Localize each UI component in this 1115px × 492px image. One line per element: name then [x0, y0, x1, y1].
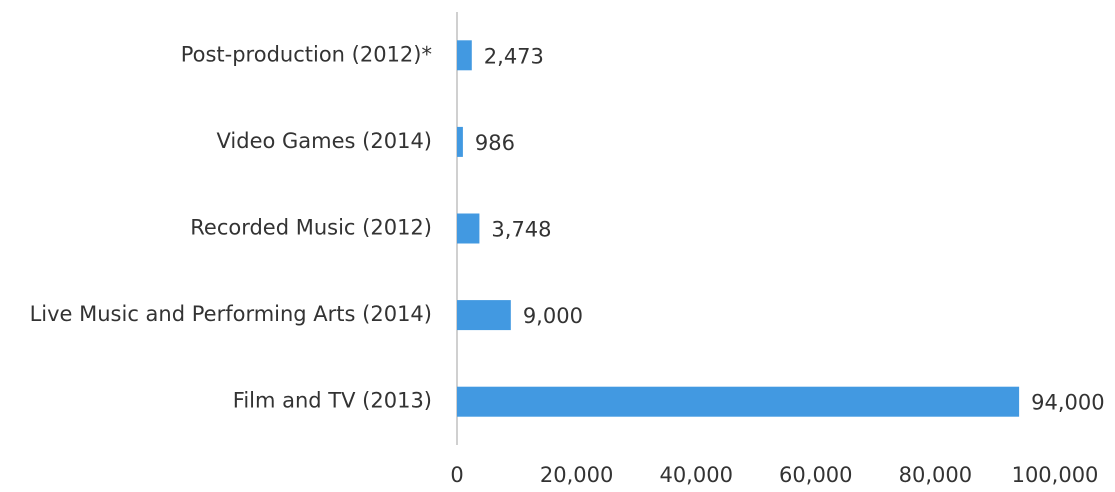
x-tick-label: 0 — [450, 463, 463, 487]
x-tick-label: 80,000 — [899, 463, 972, 487]
y-tick-label: Video Games (2014) — [217, 129, 432, 153]
x-tick-label: 20,000 — [540, 463, 613, 487]
x-tick-label: 60,000 — [779, 463, 852, 487]
x-tick-label: 100,000 — [1012, 463, 1099, 487]
value-label: 3,748 — [491, 218, 551, 242]
y-tick-label: Post-production (2012)* — [181, 42, 432, 66]
bar — [457, 386, 1020, 417]
bar — [457, 300, 511, 331]
y-tick-label: Live Music and Performing Arts (2014) — [30, 302, 432, 326]
y-tick-label: Film and TV (2013) — [233, 389, 432, 413]
y-tick-label: Recorded Music (2012) — [190, 216, 432, 240]
x-tick-label: 40,000 — [659, 463, 732, 487]
bar — [457, 126, 463, 157]
bar — [457, 213, 480, 244]
value-label: 2,473 — [484, 44, 544, 68]
value-label: 9,000 — [523, 304, 583, 328]
value-label: 94,000 — [1031, 391, 1104, 415]
value-label: 986 — [475, 131, 515, 155]
bar — [457, 40, 472, 71]
